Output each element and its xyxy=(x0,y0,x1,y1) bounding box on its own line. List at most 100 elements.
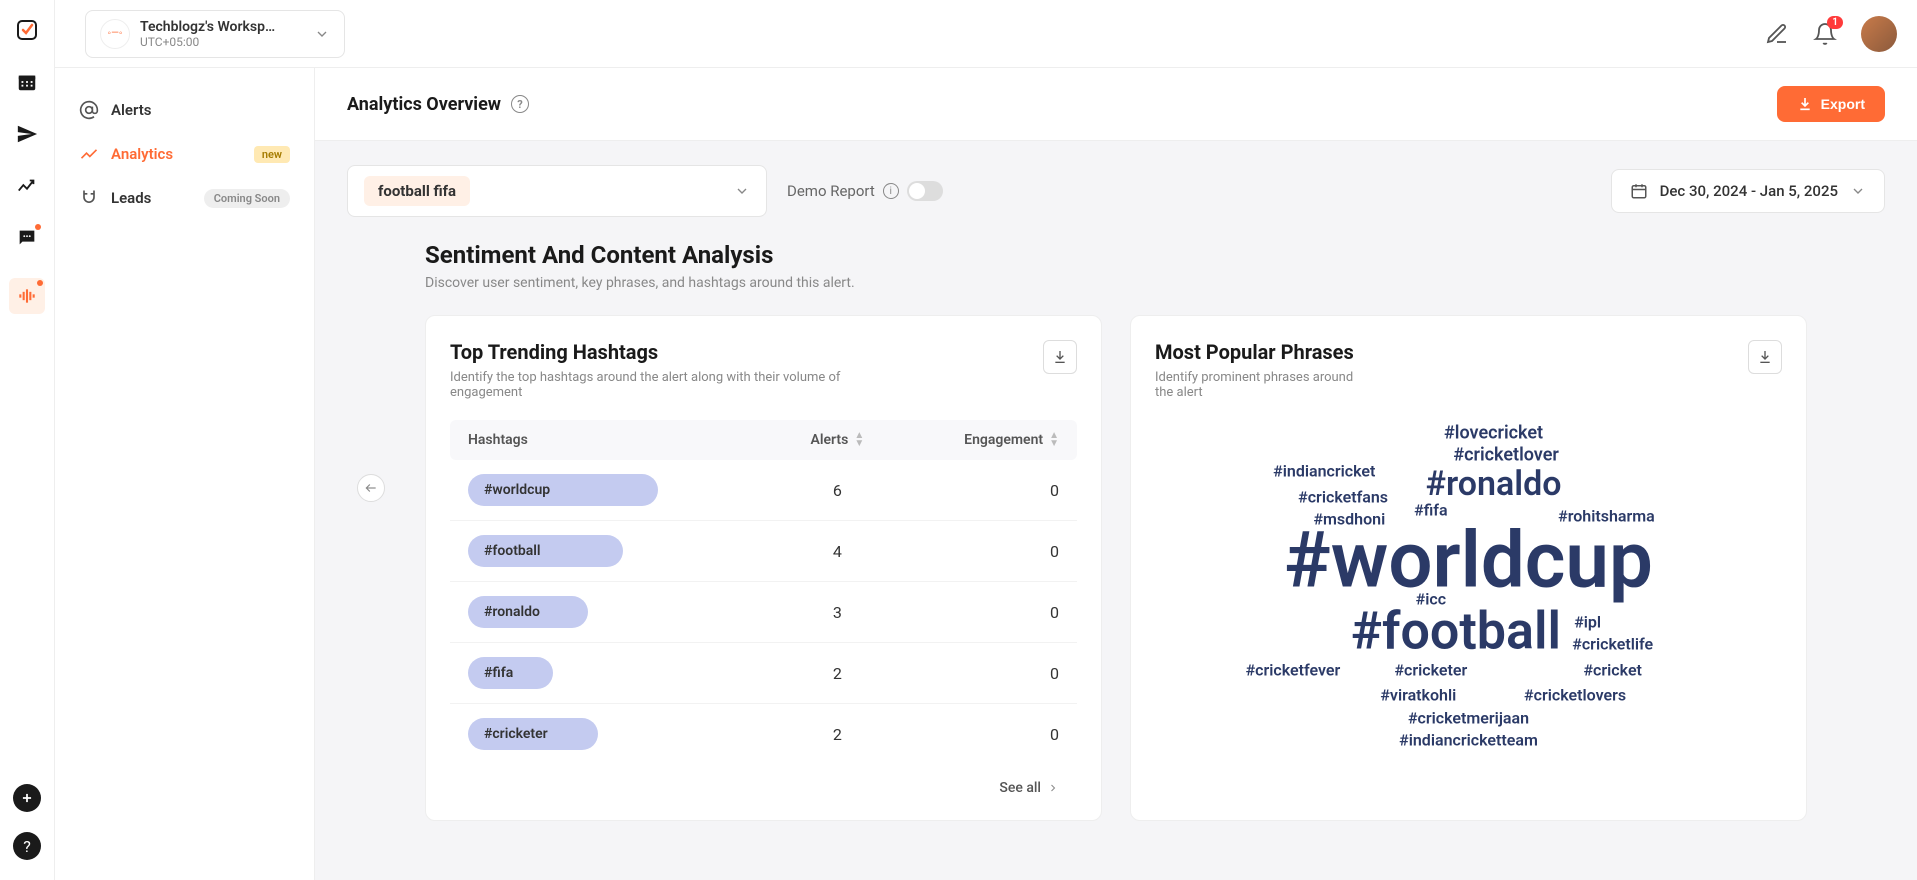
chat-icon[interactable] xyxy=(15,226,39,250)
sidebar-item-label: Leads xyxy=(111,189,151,207)
sidebar-item-label: Alerts xyxy=(111,101,152,119)
collapse-sidebar-button[interactable] xyxy=(357,474,385,502)
header: ◦—◦ Techblogz's Worksp… UTC+05:00 1 xyxy=(55,0,1917,68)
workspace-timezone: UTC+05:00 xyxy=(140,35,304,49)
download-button[interactable] xyxy=(1748,340,1782,374)
cloud-word: #cricketmerijaan xyxy=(1408,708,1529,727)
chevron-down-icon xyxy=(314,26,330,42)
sort-icon: ▲▼ xyxy=(854,432,864,448)
see-all-link[interactable]: See all xyxy=(450,764,1077,796)
demo-toggle[interactable] xyxy=(907,181,943,201)
table-row: #cricketer20 xyxy=(450,704,1077,764)
cloud-word: #cricket xyxy=(1583,660,1641,679)
col-header-alerts[interactable]: Alerts ▲▼ xyxy=(764,432,912,448)
section-subtitle: Discover user sentiment, key phrases, an… xyxy=(425,275,1807,291)
cloud-word: #cricketlife xyxy=(1572,635,1653,654)
date-range-picker[interactable]: Dec 30, 2024 - Jan 5, 2025 xyxy=(1611,169,1885,213)
card-subtitle: Identify the top hashtags around the ale… xyxy=(450,370,846,400)
hashtag-pill: #fifa xyxy=(468,657,553,689)
compose-icon[interactable] xyxy=(1765,22,1789,46)
sidebar-item-alerts[interactable]: Alerts xyxy=(65,88,304,132)
demo-report-label: Demo Report xyxy=(787,182,875,200)
alerts-value: 2 xyxy=(764,725,912,744)
card-subtitle: Identify prominent phrases around the al… xyxy=(1155,370,1367,400)
hashtag-pill: #ronaldo xyxy=(468,596,588,628)
engagement-value: 0 xyxy=(911,542,1059,561)
cloud-word: #cricketfans xyxy=(1298,487,1388,506)
notification-icon[interactable]: 1 xyxy=(1813,22,1837,46)
hashtags-card: Top Trending Hashtags Identify the top h… xyxy=(425,315,1102,821)
engagement-value: 0 xyxy=(911,664,1059,683)
card-title: Most Popular Phrases xyxy=(1155,340,1404,364)
help-button[interactable]: ? xyxy=(13,832,41,860)
badge-new: new xyxy=(254,146,290,163)
icon-rail: ? xyxy=(0,0,55,880)
section-title: Sentiment And Content Analysis xyxy=(425,241,1807,269)
badge-coming-soon: Coming Soon xyxy=(204,189,290,208)
table-row: #ronaldo30 xyxy=(450,582,1077,643)
calendar-icon xyxy=(1630,182,1648,200)
sidebar-item-label: Analytics xyxy=(111,145,173,163)
download-button[interactable] xyxy=(1043,340,1077,374)
logo-icon[interactable] xyxy=(15,18,39,42)
table-row: #worldcup 60 xyxy=(450,460,1077,521)
word-cloud: #worldcup#football #ronaldo #lovecricket #c… xyxy=(1155,420,1782,740)
cloud-word: #cricketer xyxy=(1394,660,1467,679)
add-button[interactable] xyxy=(13,784,41,812)
alerts-value: 4 xyxy=(764,542,912,561)
info-icon[interactable]: i xyxy=(883,183,899,199)
analytics-rail-icon[interactable] xyxy=(15,174,39,198)
chevron-down-icon xyxy=(1850,183,1866,199)
cloud-word: #worldcup xyxy=(1284,515,1653,606)
cloud-word: #football xyxy=(1351,601,1561,662)
workspace-selector[interactable]: ◦—◦ Techblogz's Worksp… UTC+05:00 xyxy=(85,10,345,58)
listening-icon[interactable] xyxy=(9,278,45,314)
phrases-card: Most Popular Phrases Identify prominent … xyxy=(1130,315,1807,821)
alert-filter-select[interactable]: football fifa xyxy=(347,165,767,217)
col-header-alerts-label: Alerts xyxy=(811,432,849,448)
cloud-word: #icc xyxy=(1416,590,1446,609)
send-icon[interactable] xyxy=(15,122,39,146)
alert-chip: football fifa xyxy=(364,176,470,206)
content-area: Analytics Overview ? Export football fif… xyxy=(315,68,1917,880)
magnet-icon xyxy=(79,188,99,208)
chevron-right-icon xyxy=(1047,782,1059,794)
col-header-engagement[interactable]: Engagement ▲▼ xyxy=(911,432,1059,448)
engagement-value: 0 xyxy=(911,481,1059,500)
table-row: #fifa 20 xyxy=(450,643,1077,704)
cloud-word: #lovecricket xyxy=(1444,422,1543,443)
calendar-icon[interactable] xyxy=(15,70,39,94)
export-button[interactable]: Export xyxy=(1777,86,1885,122)
chevron-down-icon xyxy=(734,183,750,199)
sort-icon: ▲▼ xyxy=(1049,432,1059,448)
alerts-value: 6 xyxy=(764,481,912,500)
sidebar-item-leads[interactable]: Leads Coming Soon xyxy=(65,176,304,220)
col-header-hashtags: Hashtags xyxy=(468,432,764,448)
engagement-value: 0 xyxy=(911,603,1059,622)
avatar[interactable] xyxy=(1861,16,1897,52)
workspace-logo-icon: ◦—◦ xyxy=(100,19,130,49)
cloud-word: #viratkohli xyxy=(1380,686,1456,705)
info-icon[interactable]: ? xyxy=(511,95,529,113)
cloud-word: #rohitsharma xyxy=(1558,507,1655,526)
card-title: Top Trending Hashtags xyxy=(450,340,916,364)
sidebar: Alerts Analytics new Leads Coming Soon xyxy=(55,68,315,880)
hashtag-pill: #worldcup xyxy=(468,474,658,506)
at-icon xyxy=(79,100,99,120)
col-header-engagement-label: Engagement xyxy=(964,432,1043,448)
cloud-word: #fifa xyxy=(1414,500,1447,519)
cloud-word: #ronaldo xyxy=(1426,464,1562,504)
notification-badge: 1 xyxy=(1827,16,1843,29)
sidebar-item-analytics[interactable]: Analytics new xyxy=(65,132,304,176)
cloud-word: #cricketfever xyxy=(1246,660,1341,679)
date-range-text: Dec 30, 2024 - Jan 5, 2025 xyxy=(1660,182,1838,200)
chart-icon xyxy=(79,144,99,164)
workspace-name: Techblogz's Worksp… xyxy=(140,19,304,35)
engagement-value: 0 xyxy=(911,725,1059,744)
export-label: Export xyxy=(1821,96,1865,112)
table-row: #football40 xyxy=(450,521,1077,582)
cloud-word: #indiancricketteam xyxy=(1399,731,1538,750)
cloud-word: #ipl xyxy=(1574,612,1601,631)
alerts-value: 2 xyxy=(764,664,912,683)
see-all-label: See all xyxy=(999,780,1041,796)
